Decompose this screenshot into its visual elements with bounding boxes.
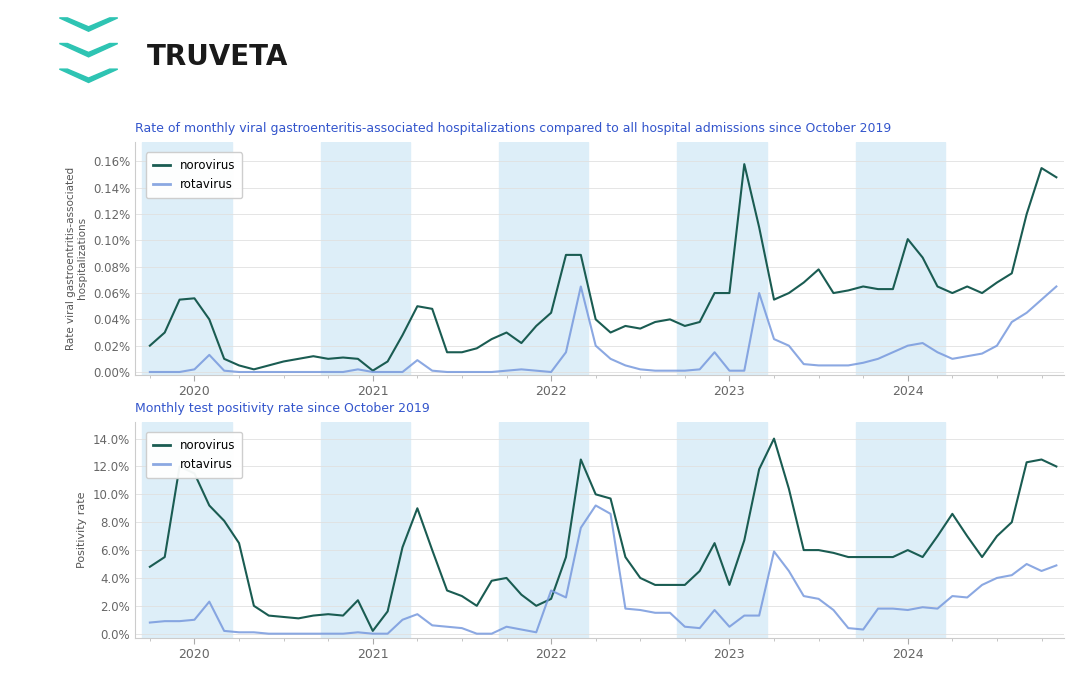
Bar — [677, 142, 767, 375]
Bar — [499, 142, 589, 375]
Text: TRUVETA: TRUVETA — [147, 43, 288, 71]
Bar — [321, 422, 410, 638]
Legend: norovirus, rotavirus: norovirus, rotavirus — [146, 432, 242, 478]
Text: Monthly test positivity rate since October 2019: Monthly test positivity rate since Octob… — [135, 402, 430, 415]
Y-axis label: Rate viral gastroentritis-associated
hospitalizations: Rate viral gastroentritis-associated hos… — [66, 167, 87, 350]
Bar — [855, 422, 945, 638]
Bar — [677, 422, 767, 638]
Polygon shape — [59, 69, 118, 82]
Legend: norovirus, rotavirus: norovirus, rotavirus — [146, 153, 242, 198]
Bar — [855, 142, 945, 375]
Bar — [143, 142, 231, 375]
Bar — [499, 422, 589, 638]
Polygon shape — [59, 18, 118, 31]
Bar — [143, 422, 231, 638]
Bar — [321, 142, 410, 375]
Y-axis label: Positivity rate: Positivity rate — [78, 491, 87, 568]
Text: Rate of monthly viral gastroenteritis-associated hospitalizations compared to al: Rate of monthly viral gastroenteritis-as… — [135, 122, 891, 135]
Polygon shape — [59, 43, 118, 57]
